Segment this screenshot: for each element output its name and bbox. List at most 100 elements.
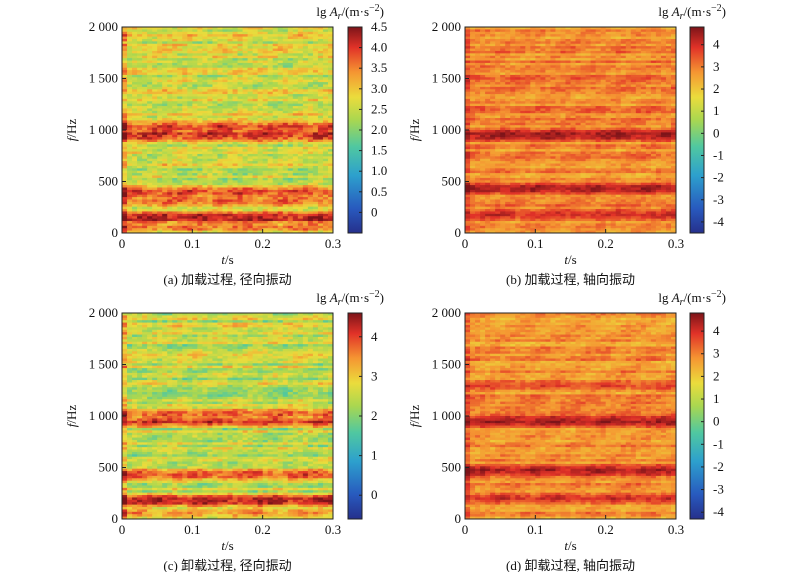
heatmap-cell <box>580 89 587 93</box>
heatmap-cell <box>252 98 259 102</box>
heatmap-cell <box>272 165 279 169</box>
heatmap-cell <box>262 46 269 50</box>
heatmap-cell <box>252 218 259 222</box>
heatmap-cell <box>172 130 178 133</box>
heatmap-cell <box>187 77 193 81</box>
heatmap-cell <box>222 125 229 129</box>
heatmap-cell <box>495 60 501 64</box>
heatmap-cell <box>212 192 219 196</box>
heatmap-cell <box>227 31 234 35</box>
heatmap-cell <box>267 161 274 165</box>
heatmap-cell <box>465 55 471 59</box>
heatmap-cell <box>302 74 309 78</box>
colorbar-tick-label: 1.0 <box>371 163 387 178</box>
heatmap-cell <box>292 34 299 38</box>
heatmap-cell <box>297 60 304 64</box>
heatmap-cell <box>237 137 244 141</box>
heatmap-cell <box>262 82 269 86</box>
heatmap-cell <box>192 125 198 129</box>
heatmap-cell <box>297 108 304 112</box>
heatmap-cell <box>485 29 491 33</box>
heatmap-cell <box>217 137 224 141</box>
heatmap-cell <box>137 201 143 205</box>
heatmap-cell <box>610 36 617 40</box>
heatmap-cell <box>162 158 168 162</box>
heatmap-cell <box>322 165 329 169</box>
heatmap-cell <box>137 127 143 131</box>
heatmap-cell <box>202 199 208 203</box>
heatmap-cell <box>147 177 153 181</box>
heatmap-cell <box>162 106 168 110</box>
heatmap-cell <box>202 98 208 102</box>
heatmap-cell <box>187 86 193 90</box>
heatmap-cell <box>277 206 284 210</box>
heatmap-cell <box>172 89 178 93</box>
heatmap-cell <box>212 213 219 217</box>
heatmap-cell <box>237 98 244 102</box>
heatmap-cell <box>242 118 249 122</box>
heatmap-cell <box>242 122 249 126</box>
heatmap-cell <box>167 58 173 62</box>
heatmap-cell <box>127 158 133 162</box>
heatmap-cell <box>495 98 501 102</box>
heatmap-cell <box>207 101 214 105</box>
heatmap-cell <box>162 161 168 165</box>
heatmap-cell <box>282 182 289 186</box>
heatmap-cell <box>655 65 662 69</box>
heatmap-cell <box>142 228 148 232</box>
heatmap-cell <box>322 161 329 165</box>
heatmap-cell <box>575 72 582 76</box>
heatmap-cell <box>465 50 471 54</box>
heatmap-cell <box>287 110 294 114</box>
heatmap-cell <box>267 38 274 42</box>
heatmap-cell <box>302 125 309 129</box>
heatmap-cell <box>172 103 178 107</box>
heatmap-cell <box>172 221 178 225</box>
heatmap-cell <box>480 72 486 76</box>
heatmap-cell <box>620 94 627 98</box>
y-tick-label: 0 <box>112 225 119 240</box>
heatmap-cell <box>207 79 214 83</box>
heatmap-cell <box>197 165 203 169</box>
heatmap-cell <box>262 72 269 76</box>
heatmap-cell <box>555 53 562 57</box>
heatmap-cell <box>282 180 289 184</box>
heatmap-cell <box>252 156 259 160</box>
heatmap-cell <box>510 84 516 88</box>
heatmap-cell <box>192 197 198 201</box>
heatmap-cell <box>555 70 562 74</box>
heatmap-cell <box>322 43 329 47</box>
heatmap-cell <box>515 43 521 47</box>
heatmap-cell <box>257 55 264 59</box>
heatmap-cell <box>515 84 521 88</box>
heatmap-cell <box>252 118 259 122</box>
heatmap-cell <box>530 46 536 50</box>
heatmap-cell <box>267 125 274 129</box>
heatmap-cell <box>132 50 138 54</box>
heatmap-cell <box>297 29 304 33</box>
heatmap-cell <box>530 74 536 78</box>
heatmap-cell <box>162 218 168 222</box>
heatmap-cell <box>192 34 198 38</box>
heatmap-cell <box>600 98 607 102</box>
heatmap-cell <box>182 134 188 138</box>
heatmap-cell <box>267 180 274 184</box>
heatmap-cell <box>177 98 183 102</box>
heatmap-cell <box>122 94 128 98</box>
heatmap-cell <box>237 38 244 42</box>
heatmap-cell <box>222 94 229 98</box>
heatmap-cell <box>655 77 662 81</box>
heatmap-cell <box>147 29 153 33</box>
heatmap-cell <box>197 48 203 52</box>
heatmap-cell <box>635 62 642 66</box>
heatmap-cell <box>207 153 214 157</box>
heatmap-cell <box>147 98 153 102</box>
heatmap-cell <box>212 43 219 47</box>
heatmap-cell <box>207 223 214 227</box>
heatmap-cell <box>262 223 269 227</box>
heatmap-cell <box>262 173 269 177</box>
heatmap-cell <box>122 48 128 52</box>
heatmap-cell <box>287 74 294 78</box>
heatmap-cell <box>495 58 501 62</box>
heatmap-cell <box>127 91 133 95</box>
